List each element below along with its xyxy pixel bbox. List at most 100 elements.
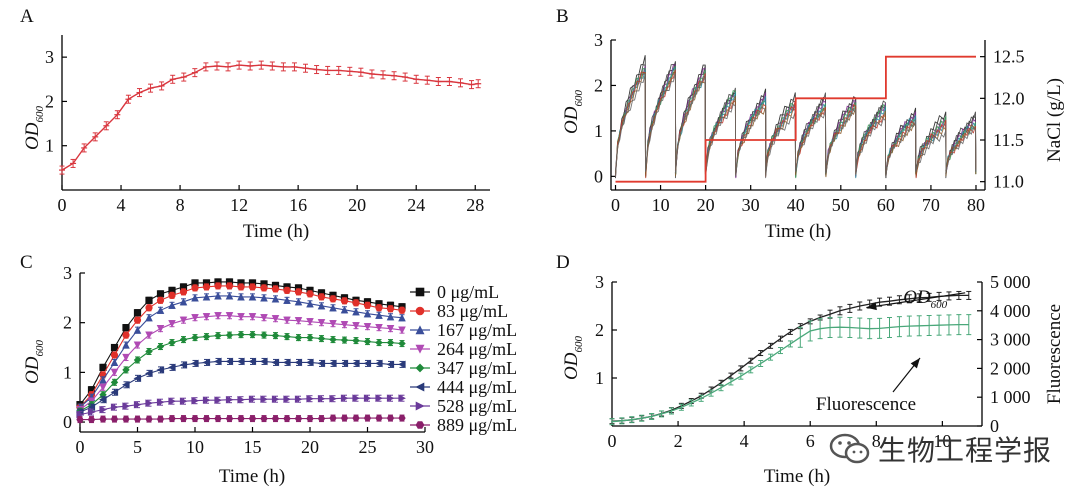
- data-point: [225, 331, 234, 339]
- data-point: [329, 320, 337, 328]
- data-point: [260, 293, 268, 302]
- data-point: [398, 313, 406, 322]
- data-point: [248, 330, 257, 339]
- data-point: [306, 358, 314, 367]
- data-point: [133, 374, 142, 383]
- data-point: [179, 297, 188, 306]
- y2-tick-label: 2 000: [990, 358, 1031, 378]
- data-point: [156, 415, 165, 423]
- data-point: [294, 297, 303, 306]
- data-point: [99, 375, 107, 384]
- data-point: [99, 395, 107, 404]
- y-tick-label: 1: [595, 368, 604, 388]
- data-point: [329, 359, 337, 368]
- data-point: [294, 395, 303, 403]
- legend-label: 444 μg/mL: [437, 377, 517, 397]
- series: [76, 312, 406, 414]
- y-axis-label: OD600: [22, 340, 46, 384]
- x-tick-label: 70: [922, 195, 940, 215]
- x-tick-label: 0: [76, 437, 85, 457]
- wechat-icon: [829, 433, 870, 464]
- data-point: [271, 415, 280, 422]
- data-point: [156, 325, 165, 333]
- data-point: [306, 318, 314, 326]
- x-tick-label: 2: [674, 431, 683, 451]
- data-point: [191, 333, 199, 342]
- data-point: [237, 357, 245, 366]
- data-point: [415, 306, 425, 316]
- data-point: [271, 285, 280, 293]
- data-point: [415, 382, 425, 392]
- data-point: [179, 361, 188, 369]
- legend-label: 264 μg/mL: [437, 339, 517, 359]
- y2-axis-label: NaCl (g/L): [1044, 78, 1065, 162]
- data-point: [260, 357, 268, 366]
- data-point: [271, 331, 280, 340]
- x-tick-label: 0: [611, 195, 620, 215]
- data-point: [363, 323, 372, 331]
- data-point: [283, 332, 291, 341]
- data-point: [191, 293, 199, 302]
- data-point: [248, 292, 257, 301]
- data-point: [99, 405, 107, 414]
- data-point: [398, 414, 406, 422]
- y-axis-label-subscript: 600: [573, 90, 585, 107]
- data-point: [352, 336, 360, 345]
- y2-tick-label: 11.5: [993, 130, 1024, 150]
- data-point: [317, 359, 326, 368]
- data-point: [398, 306, 406, 314]
- data-point: [248, 313, 257, 321]
- data-point: [110, 358, 119, 367]
- data-point: [168, 338, 176, 347]
- data-point: [386, 360, 395, 369]
- data-point: [122, 331, 130, 339]
- x-tick-label: 10: [186, 437, 204, 457]
- data-point: [306, 415, 314, 422]
- data-point: [202, 415, 211, 422]
- data-point: [363, 394, 372, 402]
- y-tick-label: 3: [63, 263, 72, 283]
- data-point: [415, 401, 425, 411]
- y2-tick-label: 3 000: [990, 330, 1031, 350]
- data-point: [99, 363, 107, 372]
- y2-tick-label: 0: [990, 416, 999, 436]
- data-point: [283, 316, 291, 325]
- data-point: [329, 414, 337, 422]
- x-tick-label: 15: [244, 437, 262, 457]
- x-tick-label: 12: [230, 195, 248, 215]
- data-point: [87, 416, 96, 423]
- data-point: [375, 359, 383, 368]
- data-point: [225, 312, 234, 320]
- x-tick-label: 20: [348, 195, 366, 215]
- data-point: [340, 321, 349, 329]
- data-point: [237, 292, 245, 301]
- x-tick-label: 0: [608, 431, 617, 451]
- data-point: [145, 313, 153, 322]
- legend-label: 0 μg/mL: [437, 282, 499, 302]
- data-point: [415, 287, 425, 297]
- data-point: [386, 305, 395, 313]
- data-point: [248, 415, 257, 422]
- data-point: [352, 359, 360, 368]
- data-point: [145, 347, 153, 356]
- y-tick-label: 1: [45, 136, 54, 156]
- data-point: [352, 299, 360, 307]
- data-point: [214, 396, 222, 404]
- data-point: [363, 309, 372, 318]
- data-point: [110, 378, 119, 387]
- data-point: [214, 312, 222, 320]
- data-point: [156, 306, 165, 314]
- data-point: [283, 395, 291, 403]
- y-axis-label-subscript: 600: [34, 106, 46, 123]
- data-point: [156, 366, 165, 374]
- y2-tick-label: 4 000: [990, 301, 1031, 321]
- data-point: [145, 399, 153, 407]
- data-point: [202, 283, 211, 291]
- x-tick-label: 16: [289, 195, 307, 215]
- data-point: [352, 394, 360, 402]
- y-tick-label: 2: [63, 313, 72, 333]
- legend-label: 167 μg/mL: [437, 320, 517, 340]
- data-point: [133, 309, 142, 317]
- x-tick-label: 30: [742, 195, 760, 215]
